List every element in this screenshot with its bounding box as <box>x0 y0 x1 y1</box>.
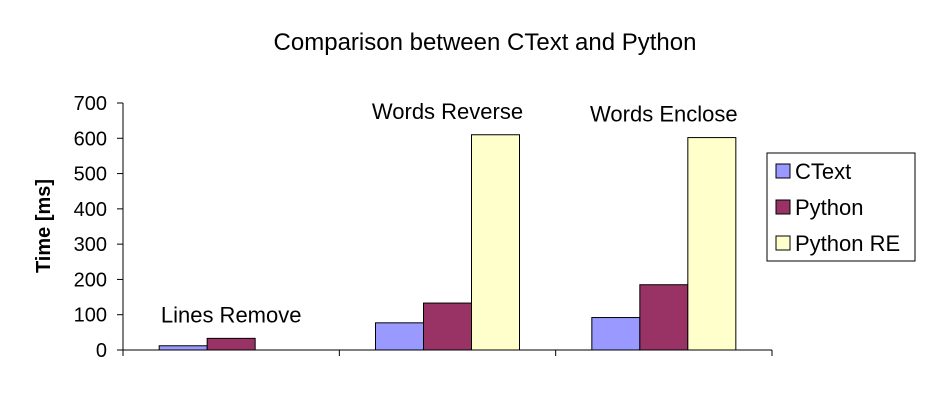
bar-python <box>639 284 689 351</box>
legend-swatch <box>775 163 791 179</box>
y-tick-label: 300 <box>74 234 107 256</box>
legend-swatch <box>775 199 791 215</box>
y-axis-ticks: 0 100 200 300 400 500 600 700 <box>74 93 123 362</box>
y-tick-label: 500 <box>74 164 107 186</box>
category-label: Words Enclose <box>590 102 738 127</box>
bar-ctext <box>591 317 641 351</box>
y-axis-label: Time [ms] <box>33 179 55 273</box>
bar-python <box>423 302 472 351</box>
chart-title: Comparison between CText and Python <box>274 29 697 56</box>
legend-swatch <box>775 235 791 251</box>
y-tick-label: 100 <box>74 305 107 327</box>
bar-python <box>206 337 256 351</box>
legend-box <box>766 152 916 262</box>
y-tick-label: 0 <box>96 340 107 362</box>
bar-python-re <box>687 137 737 351</box>
legend-label: Python RE <box>795 231 900 256</box>
legend-label: Python <box>795 195 864 220</box>
category-labels: Lines Remove Words Reverse Words Enclose <box>161 99 738 328</box>
legend: CText Python Python RE <box>766 152 916 262</box>
y-tick-label: 400 <box>74 199 107 221</box>
y-tick-label: 600 <box>74 128 107 150</box>
y-tick-label: 200 <box>74 269 107 291</box>
category-label: Words Reverse <box>372 99 523 124</box>
bar-ctext <box>375 322 424 351</box>
bar-python-re <box>471 134 520 351</box>
legend-label: CText <box>795 159 851 184</box>
x-axis-ticks <box>122 350 773 356</box>
category-label: Lines Remove <box>161 302 302 327</box>
y-tick-label: 700 <box>74 93 107 115</box>
bar-ctext <box>158 345 208 351</box>
bars <box>158 134 737 351</box>
